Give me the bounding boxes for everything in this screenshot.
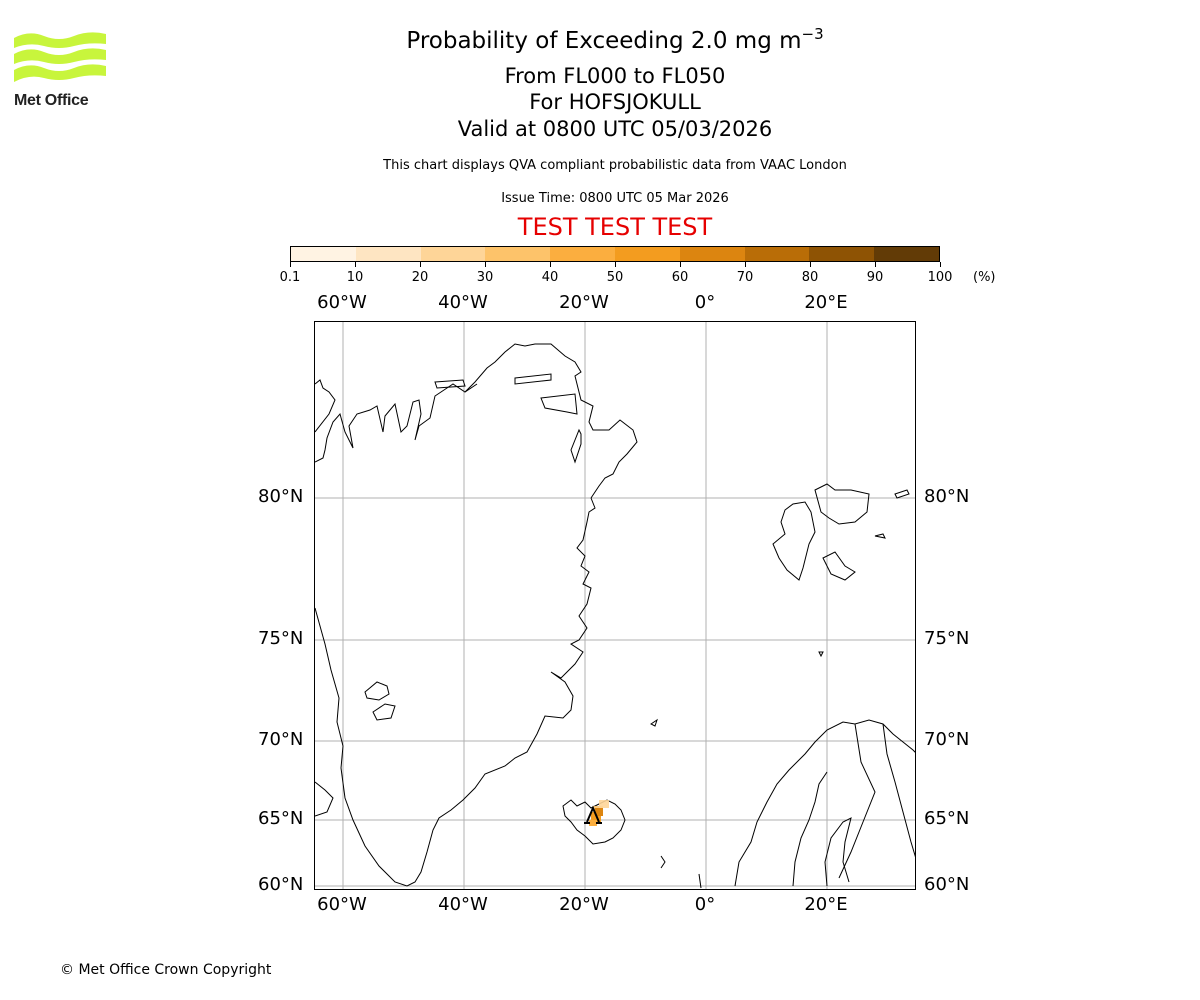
colorbar-segment xyxy=(420,247,486,261)
lat-label-right: 80°N xyxy=(924,486,970,507)
colorbar-segment xyxy=(550,247,615,261)
lat-label-left: 60°N xyxy=(258,874,304,895)
colorbar-tick-label: 0.1 xyxy=(279,270,301,285)
test-banner: TEST TEST TEST xyxy=(517,213,713,241)
lat-label-right: 65°N xyxy=(924,808,970,829)
colorbar-tick-label: 70 xyxy=(736,270,754,285)
colorbar-tick-label: 30 xyxy=(476,270,494,285)
colorbar-tick xyxy=(614,262,616,267)
description: This chart displays QVA compliant probab… xyxy=(383,158,847,173)
lon-label-bottom: 40°W xyxy=(438,894,488,915)
lon-label-bottom: 20°W xyxy=(559,894,609,915)
coastlines xyxy=(315,343,915,889)
issue-time: Issue Time: 0800 UTC 05 Mar 2026 xyxy=(501,191,729,206)
colorbar-unit: (%) xyxy=(973,270,996,285)
lat-label-left: 65°N xyxy=(258,808,304,829)
colorbar-tick-label: 90 xyxy=(866,270,884,285)
colorbar-tick-label: 100 xyxy=(927,270,953,285)
colorbar-segment xyxy=(809,247,875,261)
colorbar-tick xyxy=(679,262,681,267)
level-range: From FL000 to FL050 xyxy=(504,64,726,88)
chart-title: Probability of Exceeding 2.0 mg m−3 xyxy=(0,25,1200,54)
title-text: Probability of Exceeding 2.0 mg m xyxy=(406,28,802,54)
colorbar-tick xyxy=(354,262,356,267)
lat-label-left: 75°N xyxy=(258,628,304,649)
colorbar xyxy=(290,246,940,262)
lat-label-left: 70°N xyxy=(258,729,304,750)
lon-label-top: 0° xyxy=(694,292,716,313)
map-canvas xyxy=(315,322,915,889)
lon-label-top: 60°W xyxy=(317,292,367,313)
colorbar-segment xyxy=(291,247,356,261)
lon-label-bottom: 0° xyxy=(694,894,716,915)
iceland-coast xyxy=(562,799,626,845)
colorbar-segment xyxy=(744,247,810,261)
colorbar-tick-label: 40 xyxy=(541,270,559,285)
colorbar-tick xyxy=(744,262,746,267)
copyright: © Met Office Crown Copyright xyxy=(60,962,272,978)
logo-text: Met Office xyxy=(14,92,89,109)
colorbar-tick xyxy=(809,262,811,267)
lon-label-top: 40°W xyxy=(438,292,488,313)
colorbar-tick xyxy=(289,262,291,267)
lat-label-right: 70°N xyxy=(924,729,970,750)
volcano-name: For HOFSJOKULL xyxy=(529,90,701,114)
lon-label-top: 20°W xyxy=(559,292,609,313)
lon-label-bottom: 60°W xyxy=(317,894,367,915)
colorbar-tick-label: 60 xyxy=(671,270,689,285)
lat-label-right: 60°N xyxy=(924,874,970,895)
colorbar-tick-label: 80 xyxy=(801,270,819,285)
colorbar-tick-label: 20 xyxy=(411,270,429,285)
colorbar-tick xyxy=(874,262,876,267)
met-office-wave-icon xyxy=(14,32,106,82)
colorbar-tick-label: 10 xyxy=(346,270,364,285)
title-superscript: −3 xyxy=(801,25,824,43)
colorbar-segment xyxy=(614,247,680,261)
colorbar-segment xyxy=(874,247,939,261)
lon-label-bottom: 20°E xyxy=(804,894,848,915)
valid-time: Valid at 0800 UTC 05/03/2026 xyxy=(457,117,773,141)
colorbar-tick xyxy=(419,262,421,267)
colorbar-tick xyxy=(484,262,486,267)
colorbar-segment xyxy=(485,247,551,261)
lon-label-top: 20°E xyxy=(804,292,848,313)
map-panel xyxy=(314,321,916,890)
colorbar-tick xyxy=(549,262,551,267)
colorbar-tick xyxy=(939,262,941,267)
lat-label-right: 75°N xyxy=(924,628,970,649)
volcano-triangle-icon xyxy=(584,805,602,824)
lat-label-left: 80°N xyxy=(258,486,304,507)
met-office-logo xyxy=(14,30,106,112)
colorbar-segment xyxy=(679,247,745,261)
colorbar-tick-label: 50 xyxy=(606,270,624,285)
colorbar-segment xyxy=(355,247,421,261)
